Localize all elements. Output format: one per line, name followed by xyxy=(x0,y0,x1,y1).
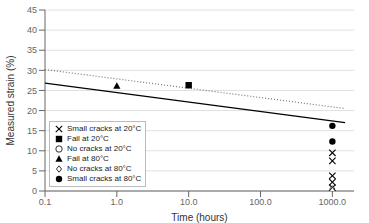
svg-text:5: 5 xyxy=(32,166,37,176)
svg-text:40: 40 xyxy=(27,25,37,35)
svg-text:1000.0: 1000.0 xyxy=(319,197,347,207)
svg-text:15: 15 xyxy=(27,126,37,136)
html-text:No cracks at 20°C: No cracks at 20°C xyxy=(67,144,132,153)
html-text:Fail at 20°C: Fail at 20°C xyxy=(67,134,109,143)
svg-text:0: 0 xyxy=(32,186,37,196)
svg-text:0.1: 0.1 xyxy=(39,197,52,207)
svg-text:100.0: 100.0 xyxy=(249,197,272,207)
svg-text:25: 25 xyxy=(27,86,37,96)
html-text:No cracks at 80°C: No cracks at 80°C xyxy=(67,164,132,173)
svg-text:1.0: 1.0 xyxy=(111,197,124,207)
svg-text:45: 45 xyxy=(27,5,37,15)
svg-text:10.0: 10.0 xyxy=(180,197,198,207)
svg-text:Measured strain (%): Measured strain (%) xyxy=(8,55,16,145)
html-text:Small cracks at 80°C: Small cracks at 80°C xyxy=(67,174,142,183)
html-text:Small cracks at 20°C: Small cracks at 20°C xyxy=(67,124,142,133)
svg-text:35: 35 xyxy=(27,45,37,55)
svg-text:10: 10 xyxy=(27,146,37,156)
svg-text:30: 30 xyxy=(27,66,37,76)
svg-text:20: 20 xyxy=(27,106,37,116)
svg-text:Time (hours): Time (hours) xyxy=(171,212,227,223)
html-text:Fail at 80°C: Fail at 80°C xyxy=(67,154,109,163)
